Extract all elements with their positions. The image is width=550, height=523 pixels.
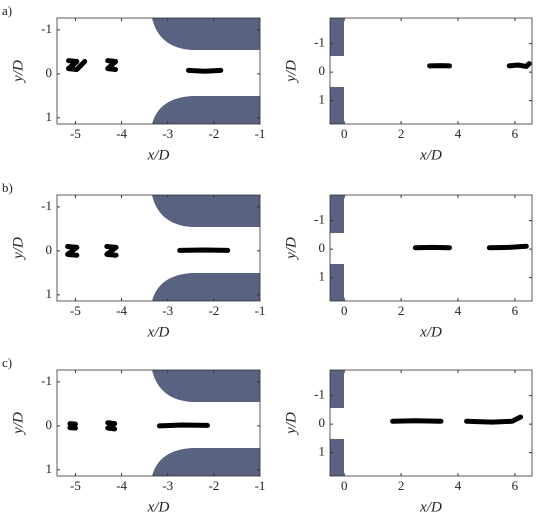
x-tick-label: 4 [455, 303, 462, 318]
y-tick-label: 0 [46, 242, 53, 257]
trace [67, 421, 78, 431]
axes-box [56, 369, 261, 477]
y-axis-label: y/D [283, 237, 299, 261]
x-tick-label: -2 [208, 303, 219, 318]
x-axis-label: x/D [147, 499, 170, 515]
wall [152, 96, 260, 124]
x-tick-label: -2 [208, 126, 219, 141]
x-tick-label: -3 [162, 126, 173, 141]
y-tick-label: 0 [46, 65, 53, 80]
y-tick-label: 1 [319, 444, 326, 459]
y-tick-label: 0 [46, 417, 53, 432]
y-tick-label: 0 [319, 415, 326, 430]
x-axis-label: x/D [147, 324, 170, 340]
axes-box [329, 369, 533, 477]
x-tick-label: 0 [341, 303, 348, 318]
x-tick-label: 0 [341, 478, 348, 493]
x-tick-label: 2 [398, 478, 405, 493]
x-tick-label: 2 [398, 303, 405, 318]
x-tick-label: 4 [455, 478, 462, 493]
y-axis-label: y/D [10, 412, 26, 436]
y-axis-label: y/D [283, 60, 299, 84]
trace [104, 243, 119, 258]
x-tick-label: 6 [512, 478, 519, 493]
panel-label: b) [2, 180, 13, 195]
x-tick-label: -1 [255, 126, 266, 141]
axes-box [56, 194, 261, 302]
trace [105, 420, 118, 432]
y-tick-label: 1 [46, 109, 53, 124]
x-tick-label: 2 [398, 126, 405, 141]
y-tick-label: -1 [41, 373, 52, 388]
wall [330, 439, 344, 476]
trace [185, 67, 224, 74]
trace [486, 243, 529, 251]
x-tick-label: 4 [455, 126, 462, 141]
y-tick-label: -1 [314, 212, 325, 227]
trace [66, 58, 88, 72]
y-tick-label: 0 [319, 240, 326, 255]
wall [330, 18, 344, 56]
x-tick-label: -3 [162, 478, 173, 493]
x-tick-label: 6 [512, 126, 519, 141]
x-tick-label: -1 [255, 303, 266, 318]
x-tick-label: -1 [255, 478, 266, 493]
wall [330, 264, 344, 301]
x-axis-label: x/D [419, 499, 442, 515]
x-tick-label: -2 [208, 478, 219, 493]
y-tick-label: 1 [319, 92, 326, 107]
x-tick-label: 0 [341, 126, 348, 141]
wall [330, 87, 344, 124]
trace [156, 422, 210, 429]
trace [464, 414, 524, 425]
trace [390, 418, 444, 424]
x-axis-label: x/D [147, 147, 170, 163]
y-tick-label: 0 [319, 63, 326, 78]
trace [65, 243, 80, 258]
y-tick-label: 1 [46, 286, 53, 301]
axes-box [329, 17, 533, 125]
x-axis-label: x/D [419, 147, 442, 163]
wall [152, 448, 260, 476]
y-axis-label: y/D [283, 412, 299, 436]
x-tick-label: -5 [70, 478, 81, 493]
x-tick-label: 6 [512, 303, 519, 318]
y-tick-label: -1 [41, 21, 52, 36]
wall [152, 370, 260, 402]
panel-label: c) [2, 355, 12, 370]
trace [105, 58, 119, 72]
trace [506, 61, 532, 69]
x-tick-label: -4 [116, 478, 127, 493]
wall [152, 273, 260, 301]
x-axis-label: x/D [419, 324, 442, 340]
axes-box [56, 17, 261, 125]
wall [152, 18, 260, 50]
x-tick-label: -4 [116, 303, 127, 318]
y-tick-label: 1 [319, 269, 326, 284]
y-tick-label: 1 [46, 461, 53, 476]
x-tick-label: -5 [70, 303, 81, 318]
x-tick-label: -3 [162, 303, 173, 318]
wall [330, 370, 344, 408]
axes-box [329, 194, 533, 302]
panel-label: a) [2, 3, 12, 18]
y-axis-label: y/D [10, 60, 26, 84]
x-tick-label: -4 [116, 126, 127, 141]
y-axis-label: y/D [10, 237, 26, 261]
y-tick-label: -1 [41, 198, 52, 213]
wall [330, 195, 344, 233]
wall [152, 195, 260, 227]
y-tick-label: -1 [314, 35, 325, 50]
x-tick-label: -5 [70, 126, 81, 141]
y-tick-label: -1 [314, 387, 325, 402]
